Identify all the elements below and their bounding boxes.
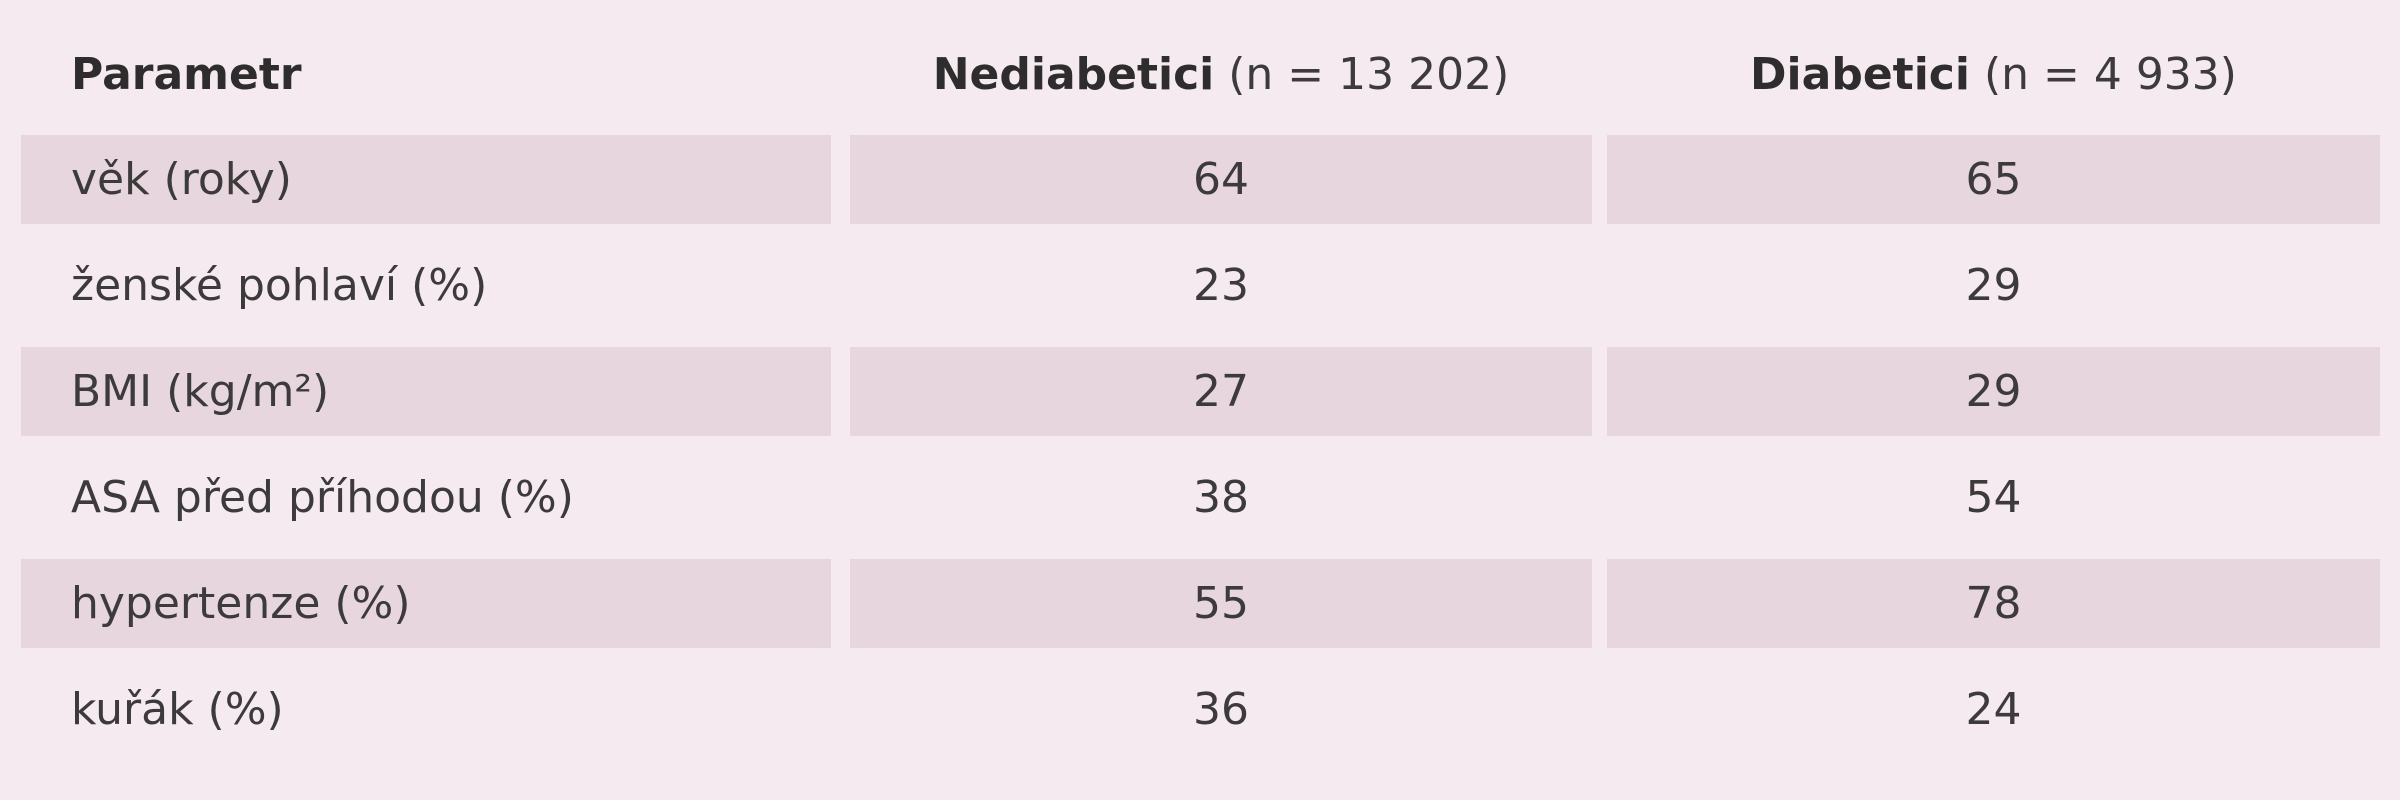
- header-note: (n = 4 933): [1969, 49, 2237, 100]
- row-label: ženské pohlaví (%): [71, 260, 488, 311]
- header-bold: Diabetici: [1750, 49, 1970, 100]
- table-row: věk (roky) 64 65: [0, 135, 2400, 224]
- table-row: ASA před příhodou (%) 38 54: [0, 453, 2400, 542]
- table-row: ženské pohlaví (%) 23 29: [0, 241, 2400, 330]
- cell-value: 54: [1965, 472, 2022, 523]
- cell-value: 55: [850, 559, 1592, 648]
- header-note: (n = 13 202): [1214, 49, 1510, 100]
- cell-value: 29: [1965, 260, 2022, 311]
- cell-value: 29: [1607, 347, 2380, 436]
- row-label: věk (roky): [21, 135, 831, 224]
- header-bold: Parametr: [71, 49, 302, 100]
- cell-value: 38: [1193, 472, 1249, 523]
- cell-value: 36: [1193, 684, 1249, 735]
- header-row: Parametr Nediabetici (n = 13 202) Diabetic…: [0, 30, 2400, 119]
- cell-value: 24: [1965, 684, 2022, 735]
- table-row: BMI (kg/m²) 27 29: [0, 347, 2400, 436]
- row-label: ASA před příhodou (%): [71, 472, 574, 523]
- header-cell: Parametr: [21, 30, 831, 119]
- row-label: BMI (kg/m²): [21, 347, 831, 436]
- table-row: hypertenze (%) 55 78: [0, 559, 2400, 648]
- header-cell: Nediabetici (n = 13 202): [850, 30, 1592, 119]
- row-label: kuřák (%): [71, 684, 284, 735]
- table-row: kuřák (%) 36 24: [0, 665, 2400, 754]
- cell-value: 27: [850, 347, 1592, 436]
- header-bold: Nediabetici: [932, 49, 1215, 100]
- cell-value: 78: [1607, 559, 2380, 648]
- cell-value: 23: [1193, 260, 1249, 311]
- cell-value: 64: [850, 135, 1592, 224]
- cell-value: 65: [1607, 135, 2380, 224]
- header-cell: Diabetici (n = 4 933): [1607, 30, 2380, 119]
- row-label: hypertenze (%): [21, 559, 831, 648]
